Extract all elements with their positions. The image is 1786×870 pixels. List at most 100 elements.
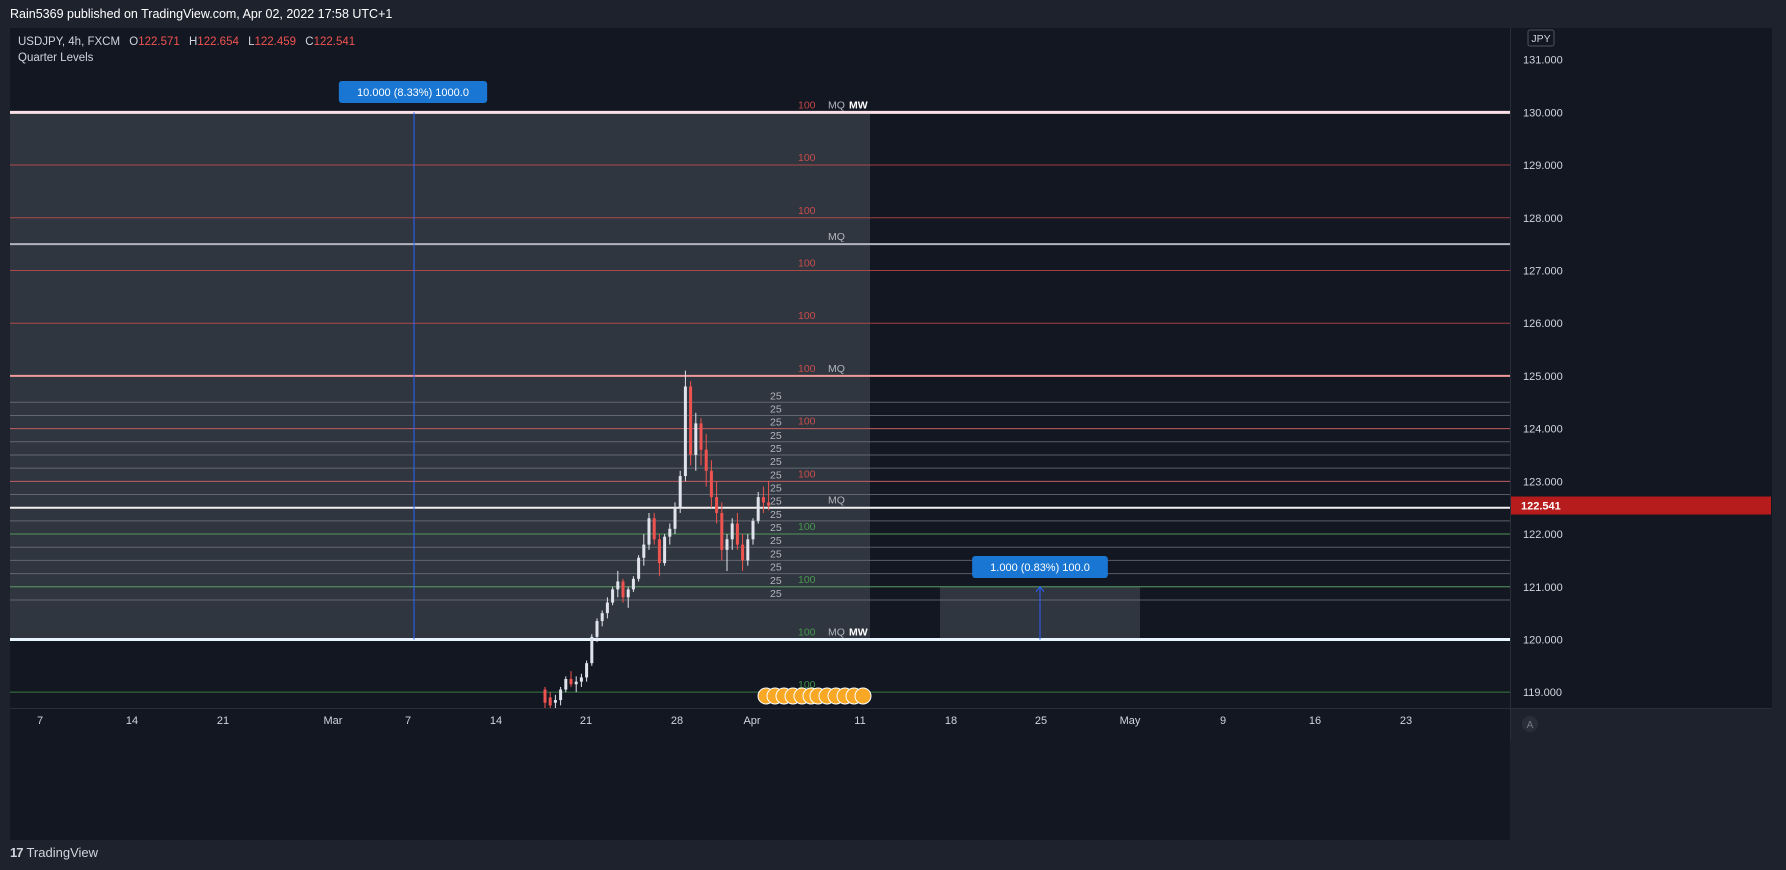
major-level-label: MQ (828, 626, 845, 638)
y-tick-label: 131.000 (1523, 55, 1563, 67)
y-tick-label: 119.000 (1523, 687, 1562, 699)
candle-body (543, 689, 547, 703)
chart-pane[interactable]: 2525252525252525252525252525252510010010… (10, 28, 1772, 840)
candle-body (652, 518, 656, 540)
tradingview-brand[interactable]: 17 TradingView (10, 845, 98, 860)
candle-body (637, 557, 641, 579)
candle-body (631, 578, 635, 590)
measure-callout-large-text: 10.000 (8.33%) 1000.0 (357, 87, 469, 99)
x-tick-label: 14 (490, 715, 502, 727)
candle-body (559, 689, 563, 701)
mq-level-label: MQ (828, 231, 845, 243)
candle-body (564, 679, 568, 690)
candle-body (579, 677, 583, 682)
candle-body (548, 697, 552, 706)
x-tick-label: Apr (743, 715, 760, 727)
candle-body (699, 423, 703, 450)
x-tick-label: Mar (324, 715, 343, 727)
candle-body (569, 679, 573, 685)
candle-body (678, 476, 682, 508)
candle-body (741, 544, 745, 561)
candle-body (663, 536, 667, 564)
candle-body (553, 700, 557, 703)
candle-body (735, 523, 739, 545)
level-100-label: 100 (798, 521, 816, 533)
x-tick-label: 11 (854, 715, 865, 727)
level-100-label: 100 (798, 310, 816, 322)
publisher-info: Rain5369 published on TradingView.com, A… (10, 7, 393, 21)
y-tick-label: 123.000 (1523, 476, 1563, 488)
x-tick-label: 21 (580, 715, 592, 727)
level-100-label: 100 (798, 416, 816, 428)
x-tick-label: 23 (1400, 715, 1412, 727)
quarter-25-label: 25 (770, 535, 782, 547)
candle-body (611, 589, 615, 603)
bottom-bar (0, 840, 1786, 870)
quarter-25-label: 25 (770, 390, 782, 402)
quarter-25-label: 25 (770, 430, 782, 442)
candle-body (683, 386, 687, 477)
candle-body (694, 423, 698, 455)
level-100-label: 100 (798, 152, 816, 164)
level-100-label: 100 (798, 363, 816, 375)
y-tick-label: 130.000 (1523, 107, 1563, 119)
y-tick-label: 127.000 (1523, 265, 1563, 277)
quarter-25-label: 25 (770, 469, 782, 481)
candle-body (642, 544, 646, 558)
quarter-25-label: 25 (770, 509, 782, 521)
x-tick-label: 18 (945, 715, 957, 727)
x-tick-label: 14 (126, 715, 138, 727)
major-level-label: 100 (798, 99, 816, 111)
quarter-25-label: 25 (770, 522, 782, 534)
y-tick-label: 121.000 (1523, 582, 1563, 594)
candle-body (626, 589, 630, 598)
x-tick-label: 9 (1220, 715, 1226, 727)
x-tick-label: 7 (37, 715, 43, 727)
candle-body (590, 636, 594, 664)
time-axis[interactable] (10, 708, 1510, 840)
candle-body (595, 621, 599, 637)
quarter-25-label: 25 (770, 417, 782, 429)
candle-body (673, 507, 677, 529)
candle-body (657, 539, 661, 564)
candle-body (616, 581, 620, 590)
y-tick-label: 124.000 (1523, 424, 1563, 436)
currency-label: JPY (1531, 33, 1550, 45)
x-tick-label: 7 (405, 715, 411, 727)
measure-callout-small[interactable] (972, 556, 1108, 578)
major-level-label: 100 (798, 626, 816, 638)
quarter-25-label: 25 (770, 562, 782, 574)
x-tick-label: 16 (1309, 715, 1321, 727)
candle-body (761, 497, 765, 503)
major-level-label: MW (849, 99, 868, 111)
level-100-label: 100 (798, 205, 816, 217)
quarter-25-label: 25 (770, 443, 782, 455)
measure-callout-large[interactable] (338, 81, 488, 103)
candle-body (730, 523, 734, 540)
quarter-25-label: 25 (770, 483, 782, 495)
top-bar: Rain5369 published on TradingView.com, A… (0, 0, 1786, 28)
level-100-label: 100 (798, 574, 816, 586)
quarter-25-label: 25 (770, 575, 782, 587)
candle-body (709, 470, 713, 498)
measure-arrow-head (1035, 585, 1045, 593)
y-tick-label: 126.000 (1523, 318, 1563, 330)
x-tick-label: 25 (1035, 715, 1047, 727)
auto-scale-button[interactable] (1522, 716, 1538, 732)
major-level-label: MW (849, 626, 868, 638)
y-tick-label: 128.000 (1523, 213, 1563, 225)
candle-body (767, 502, 771, 506)
major-level-label: MQ (828, 99, 845, 111)
candle-body (689, 386, 693, 455)
mq-level-label: MQ (828, 363, 845, 375)
candle-body (621, 581, 625, 598)
x-tick-label: 21 (217, 715, 229, 727)
candle-body (720, 512, 724, 550)
auto-scale-label: A (1527, 720, 1534, 731)
level-100-label: 100 (798, 257, 816, 269)
event-icon[interactable] (854, 687, 872, 705)
price-axis[interactable] (1510, 28, 1772, 708)
brand-name: TradingView (26, 845, 99, 860)
currency-badge[interactable] (1527, 29, 1555, 47)
last-price-tag (1511, 496, 1771, 515)
